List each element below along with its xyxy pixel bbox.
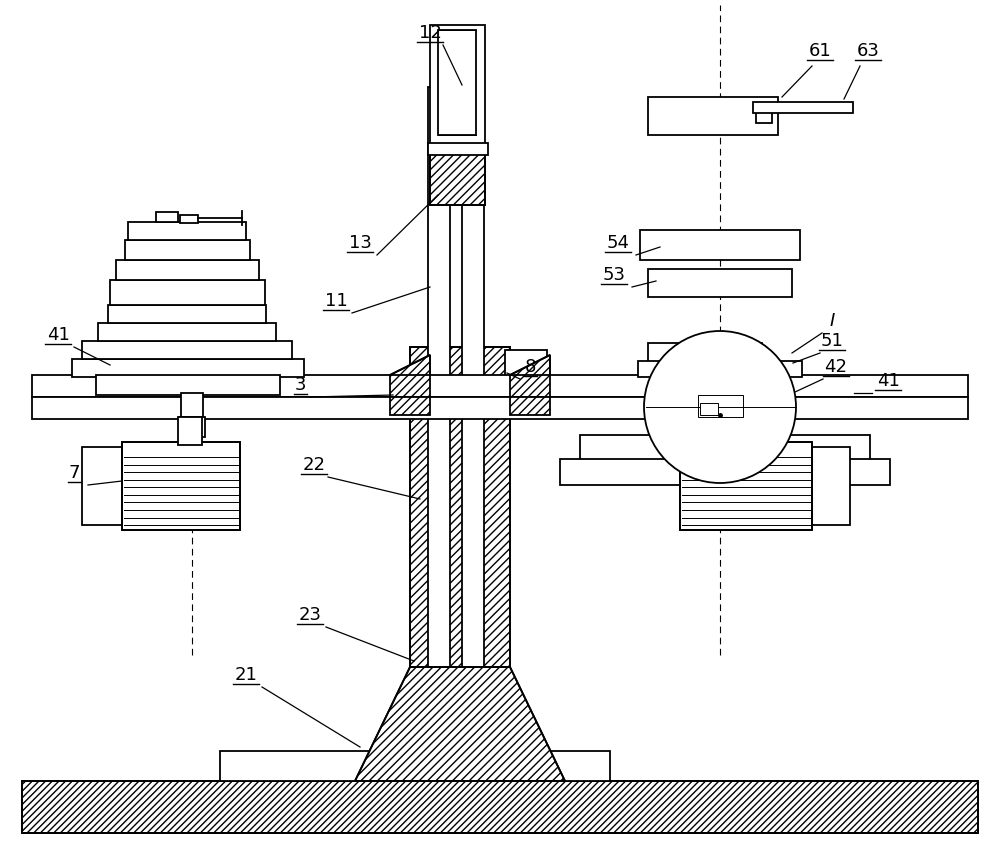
Bar xyxy=(753,102,853,113)
Bar xyxy=(179,417,205,437)
Bar xyxy=(32,397,968,419)
Text: 21: 21 xyxy=(235,666,257,684)
Text: I: I xyxy=(829,312,835,330)
Bar xyxy=(410,347,510,667)
Bar xyxy=(82,447,122,525)
Bar xyxy=(22,781,978,833)
Text: 53: 53 xyxy=(602,266,626,284)
Bar xyxy=(712,343,762,365)
Bar xyxy=(122,442,240,530)
Text: 54: 54 xyxy=(606,234,630,252)
Bar xyxy=(156,212,178,222)
Text: 7: 7 xyxy=(68,464,80,482)
Text: 42: 42 xyxy=(824,358,848,376)
Bar xyxy=(700,403,718,415)
Bar xyxy=(680,442,812,530)
Bar xyxy=(438,30,476,135)
Bar xyxy=(648,269,792,297)
Polygon shape xyxy=(510,355,550,415)
Bar xyxy=(220,751,610,781)
Polygon shape xyxy=(355,667,565,781)
Text: 51: 51 xyxy=(821,332,843,350)
Text: 61: 61 xyxy=(809,42,831,60)
Polygon shape xyxy=(390,355,430,415)
Bar xyxy=(108,305,266,323)
Bar xyxy=(32,375,968,397)
Bar xyxy=(428,143,488,155)
Text: 11: 11 xyxy=(325,292,347,310)
Bar xyxy=(96,375,280,395)
Text: 41: 41 xyxy=(877,372,899,390)
Bar xyxy=(122,442,240,530)
Bar xyxy=(810,447,850,525)
Bar xyxy=(580,435,870,461)
Text: 8: 8 xyxy=(524,358,536,376)
Text: 12: 12 xyxy=(419,24,441,42)
Bar xyxy=(22,781,978,833)
Bar xyxy=(178,417,202,445)
Bar xyxy=(648,97,778,135)
Bar xyxy=(428,87,450,667)
Bar xyxy=(125,240,250,260)
Bar xyxy=(430,145,485,205)
Bar xyxy=(116,260,259,280)
Bar xyxy=(128,222,246,240)
Bar xyxy=(462,87,484,667)
Circle shape xyxy=(644,331,796,483)
Bar xyxy=(82,341,292,359)
Text: 41: 41 xyxy=(47,326,69,344)
Bar xyxy=(698,395,743,417)
Bar xyxy=(640,230,800,260)
Text: 22: 22 xyxy=(302,456,326,474)
Bar xyxy=(430,25,485,145)
Text: 63: 63 xyxy=(857,42,879,60)
Bar xyxy=(430,145,485,205)
Bar xyxy=(710,432,734,460)
Bar xyxy=(505,350,547,400)
Bar xyxy=(648,343,693,365)
Bar xyxy=(680,442,812,530)
Text: 13: 13 xyxy=(349,234,371,252)
Bar xyxy=(410,347,510,667)
Bar xyxy=(110,280,265,305)
Bar xyxy=(181,393,203,419)
Bar xyxy=(98,323,276,341)
Bar xyxy=(756,111,772,123)
Bar xyxy=(638,361,802,377)
Text: 3: 3 xyxy=(294,376,306,394)
Bar xyxy=(560,459,890,485)
Bar xyxy=(72,359,304,377)
Text: 23: 23 xyxy=(298,606,322,624)
Bar xyxy=(180,215,198,223)
